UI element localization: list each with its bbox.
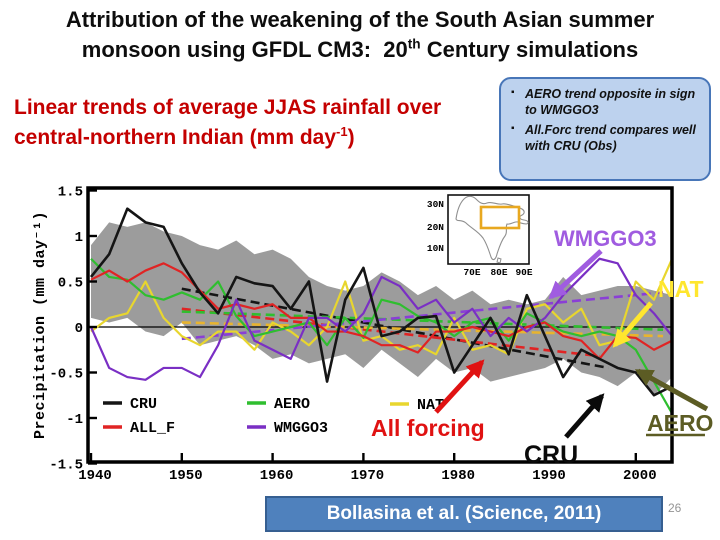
annotation-label-WMGGO3: WMGGO3 <box>554 226 657 251</box>
callout-bullet-aero: AERO trend opposite in sign to WMGGO3 <box>511 86 703 119</box>
map-lat-label: 30N <box>427 199 444 210</box>
trend-line-ALL_F <box>181 307 600 358</box>
y-tick-label: 0 <box>75 321 83 337</box>
callout-box: AERO trend opposite in sign to WMGGO3 Al… <box>499 77 711 181</box>
annotation-arrow-WMGGO3 <box>548 249 603 300</box>
x-tick-label: 1980 <box>441 468 475 484</box>
trend-line-NAT <box>181 321 664 338</box>
y-tick-label: -1 <box>66 412 83 428</box>
x-tick-label: 1940 <box>78 468 112 484</box>
callout-bullet-allforc: All.Forc trend compares well with CRU (O… <box>511 122 703 155</box>
annotation-label-CRU: CRU <box>524 441 578 469</box>
trend-line-WMGGO3 <box>181 291 664 341</box>
legend-label-CRU: CRU <box>130 396 157 413</box>
slide-title-superscript: th <box>407 36 421 52</box>
map-lon-label: 80E <box>490 267 507 278</box>
study-region-box <box>479 205 521 230</box>
legend-label-AERO: AERO <box>274 396 310 413</box>
plot-border <box>86 186 674 464</box>
sri-lanka-outline <box>496 257 502 264</box>
slide-title: Attribution of the weakening of the Sout… <box>0 5 720 64</box>
chart-caption: Linear trends of average JJAS rainfall o… <box>14 93 506 153</box>
citation-banner: Bollasina et al. (Science, 2011) <box>265 496 663 532</box>
slide-title-line-2: monsoon using GFDL CM3: 20th Century sim… <box>0 35 720 65</box>
trend-line-AERO <box>181 310 664 332</box>
annotation-label-NAT: NAT <box>658 276 704 302</box>
legend-label-ALL_F: ALL_F <box>130 420 175 437</box>
chart-caption-line-2-tail: ) <box>347 125 355 149</box>
y-tick-label: 1 <box>75 230 83 246</box>
chart-caption-superscript: -1 <box>336 123 348 139</box>
series-line-ALL_F <box>90 262 673 360</box>
x-tick-label: 1950 <box>169 468 203 484</box>
slide-title-line-2-text: monsoon using GFDL CM3: 20 <box>81 36 408 62</box>
map-lat-label: 10N <box>427 243 444 254</box>
x-tick-label: 2000 <box>623 468 657 484</box>
chart-caption-line-2: central-northern Indian (mm day-1) <box>14 123 506 153</box>
india-outline <box>455 195 529 261</box>
slide-title-line-2-tail: Century simulations <box>420 36 639 62</box>
chart-caption-line-1: Linear trends of average JJAS rainfall o… <box>14 96 442 119</box>
x-tick-label: 1970 <box>351 468 385 484</box>
x-tick-label: 1960 <box>260 468 294 484</box>
annotation-arrow-CRU <box>564 393 605 439</box>
page-number: 26 <box>668 501 682 515</box>
x-tick-label: 1990 <box>532 468 566 484</box>
series-line-WMGGO3 <box>89 257 673 381</box>
y-tick-label: -0.5 <box>49 367 83 383</box>
annotation-label-All-forcing: All forcing <box>371 415 485 441</box>
series-line-AERO <box>90 257 674 414</box>
y-axis-title: Precipitation (mm day⁻¹) <box>32 211 49 439</box>
map-lat-label: 20N <box>427 222 444 233</box>
callout-bullet-list: AERO trend opposite in sign to WMGGO3 Al… <box>509 86 703 154</box>
annotation-label-AERO: AERO <box>647 410 713 436</box>
y-tick-label: -1.5 <box>49 458 83 474</box>
map-lon-label: 90E <box>515 267 532 278</box>
annotation-arrow-All-forcing <box>434 359 485 414</box>
chart-caption-line-2-text: central-northern Indian (mm day <box>14 125 337 149</box>
slide-title-line-1: Attribution of the weakening of the Sout… <box>65 7 655 32</box>
series-line-CRU <box>89 207 673 397</box>
annotation-arrow-AERO <box>634 368 709 412</box>
y-tick-label: 1.5 <box>58 185 83 201</box>
legend-label-WMGGO3: WMGGO3 <box>274 420 328 437</box>
y-tick-label: 0.5 <box>58 276 83 292</box>
annotation-arrow-NAT <box>612 301 653 348</box>
map-lon-label: 70E <box>463 267 480 278</box>
